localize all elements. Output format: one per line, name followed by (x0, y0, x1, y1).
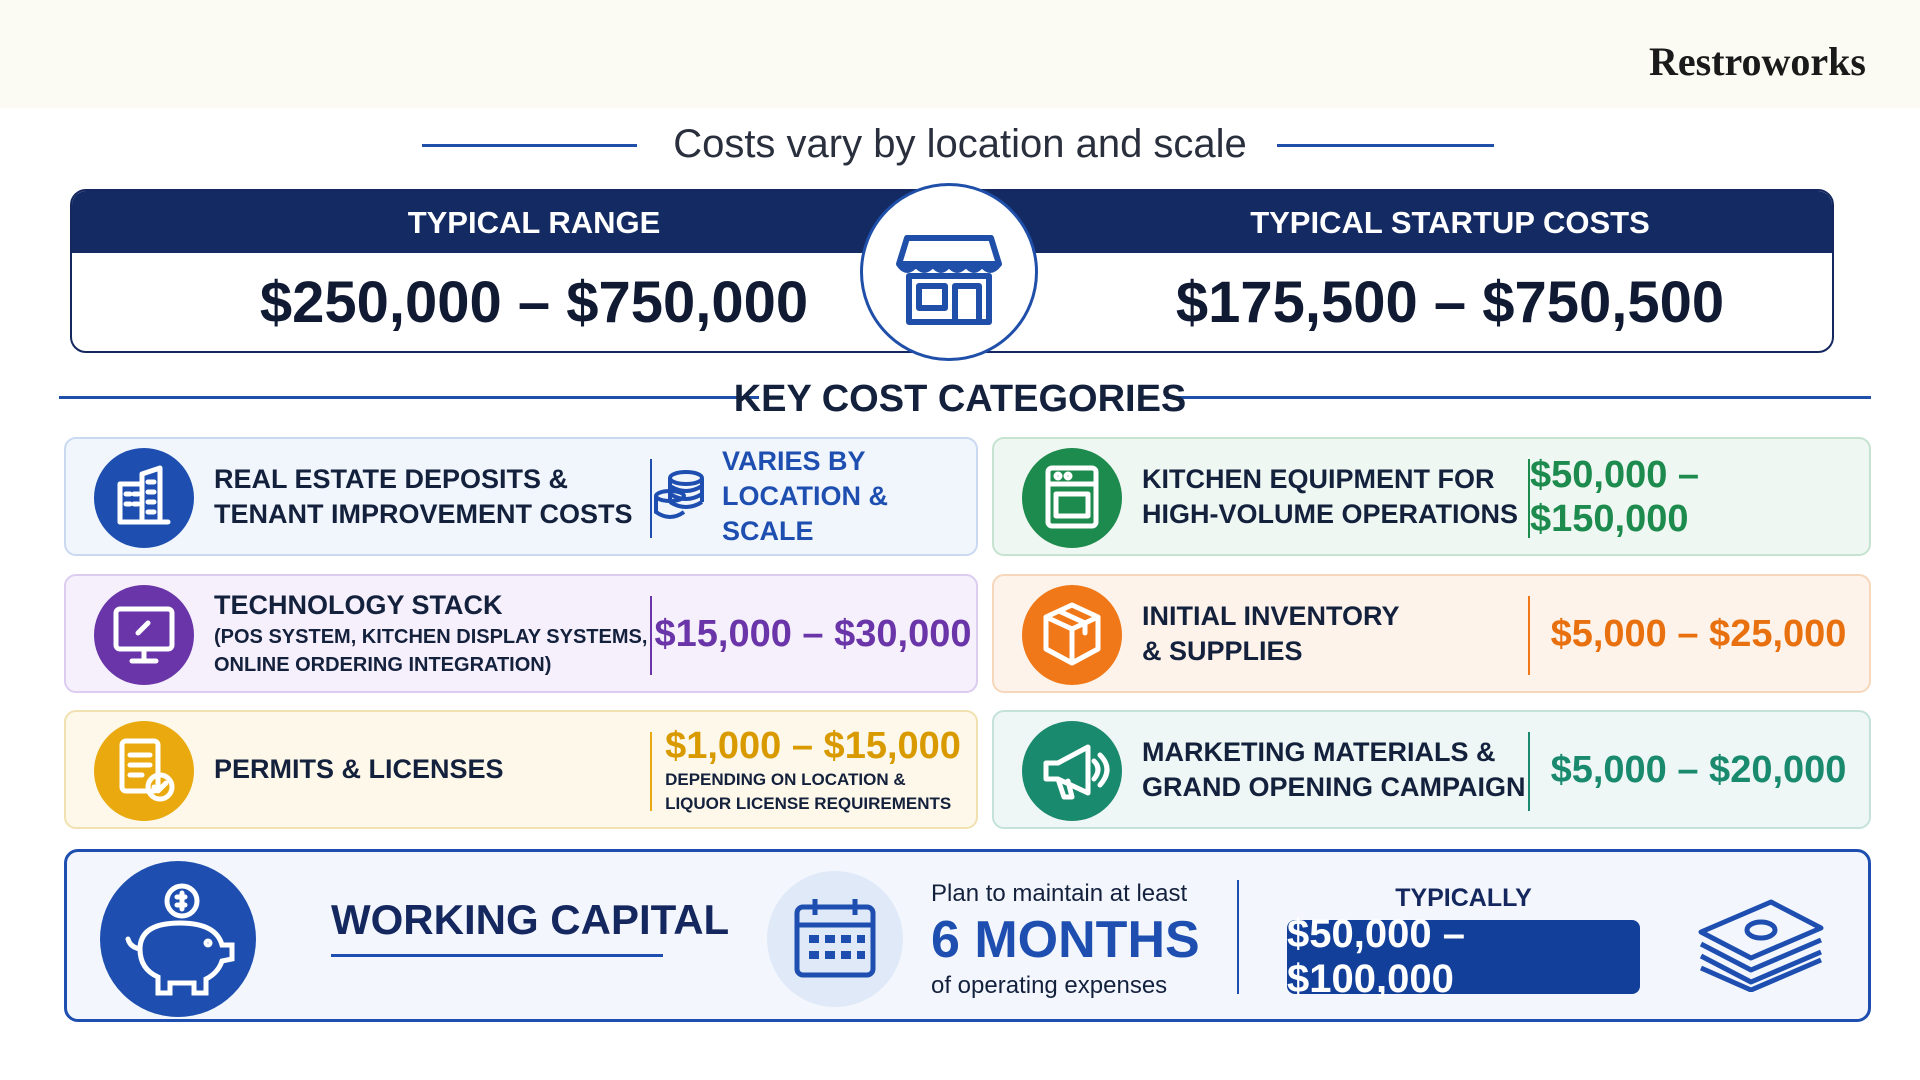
category-text: PERMITS & LICENSES (214, 712, 504, 827)
category-amount: $5,000 – $20,000 (1530, 712, 1867, 827)
wc-duration: 6 MONTHS (931, 911, 1200, 969)
category-graphic (1045, 465, 1099, 529)
cost-card: REAL ESTATE DEPOSITS & TENANT IMPROVEMENT… (64, 437, 978, 556)
category-amount: VARIES BY LOCATION & SCALE (652, 439, 974, 554)
wc-plan-suffix: of operating expenses (931, 972, 1168, 999)
wc-underline (331, 954, 663, 957)
amount-lines: VARIES BY LOCATION & SCALE (722, 444, 974, 549)
amount-lines: $50,000 – $150,000 (1530, 453, 1867, 541)
category-title: HIGH-VOLUME OPERATIONS (1142, 498, 1519, 529)
amount-text: $5,000 – $25,000 (1550, 612, 1847, 655)
piggy-graphic (125, 883, 235, 996)
category-title: TENANT IMPROVEMENT COSTS (214, 498, 633, 529)
wc-title: WORKING CAPITAL (331, 896, 730, 943)
summary-value: $250,000 – $750,000 (259, 270, 809, 335)
card-divider (1528, 732, 1530, 811)
category-title: KITCHEN EQUIPMENT FOR (1142, 463, 1495, 494)
amount-note: DEPENDING ON LOCATION & (665, 769, 906, 789)
cost-card: INITIAL INVENTORY & SUPPLIES $5,000 – $25,… (992, 574, 1871, 693)
amount-lines: $15,000 – $30,000 (655, 612, 972, 656)
category-title: & SUPPLIES (1142, 635, 1303, 666)
cost-card: PERMITS & LICENSES $1,000 – $15,000 DEPEND… (64, 710, 978, 829)
summary-label: TYPICAL RANGE (407, 205, 661, 240)
coins-icon (652, 466, 708, 527)
section-title: KEY COST CATEGORIES (733, 378, 1187, 420)
wc-typical-label: TYPICALLY (1395, 884, 1532, 912)
category-title: GRAND OPENING CAMPAIGN (1142, 771, 1526, 802)
card-divider (650, 732, 652, 811)
category-text: KITCHEN EQUIPMENT FOR HIGH-VOLUME OPERATI… (1142, 439, 1518, 554)
section-rule (59, 396, 759, 399)
title-rule (1277, 144, 1494, 147)
category-title: REAL ESTATE DEPOSITS & (214, 463, 569, 494)
amount-text: $1,000 – $15,000 (665, 724, 961, 767)
category-amount: $15,000 – $30,000 (652, 576, 974, 691)
category-amount: $5,000 – $25,000 (1530, 576, 1867, 691)
category-text: TECHNOLOGY STACK (POS SYSTEM, KITCHEN DIS… (214, 576, 647, 691)
card-divider (650, 596, 652, 675)
category-icon (94, 721, 194, 821)
category-graphic (1043, 602, 1101, 666)
amount-text: $15,000 – $30,000 (654, 612, 972, 655)
working-capital-box: WORKING CAPITAL Plan to maintain at leas… (64, 849, 1871, 1022)
calendar-icon (767, 871, 903, 1007)
summary-value: $175,500 – $750,500 (1175, 270, 1725, 335)
coins-graphic (654, 470, 704, 519)
category-detail: ONLINE ORDERING INTEGRATION) (214, 654, 552, 676)
category-title: INITIAL INVENTORY (1142, 600, 1400, 631)
cost-card: MARKETING MATERIALS & GRAND OPENING CAMPA… (992, 710, 1871, 829)
card-divider (1528, 459, 1530, 538)
section-rule (1166, 396, 1871, 399)
category-text: INITIAL INVENTORY & SUPPLIES (1142, 576, 1400, 691)
category-icon (1022, 585, 1122, 685)
brand-logo: Restroworks (1648, 39, 1866, 84)
amount-lines: $5,000 – $20,000 (1551, 748, 1847, 792)
amount-note: LIQUOR LICENSE REQUIREMENTS (665, 793, 952, 813)
cash-icon (1698, 899, 1824, 992)
category-graphic (113, 606, 175, 664)
category-amount: $50,000 – $150,000 (1530, 439, 1867, 554)
amount-text: VARIES BY (722, 446, 866, 476)
category-detail: (POS SYSTEM, KITCHEN DISPLAY SYSTEMS, (214, 626, 648, 648)
category-graphic (1043, 744, 1110, 800)
card-divider (1528, 596, 1530, 675)
wc-amount: $50,000 – $100,000 (1287, 912, 1640, 1001)
page-title: Costs vary by location and scale (673, 122, 1247, 166)
card-divider (650, 459, 652, 538)
amount-lines: $5,000 – $25,000 (1551, 612, 1847, 656)
category-title: TECHNOLOGY STACK (214, 590, 503, 620)
category-text: MARKETING MATERIALS & GRAND OPENING CAMPA… (1142, 712, 1526, 827)
amount-lines: $1,000 – $15,000 DEPENDING ON LOCATION & L… (665, 724, 961, 816)
amount-text: LOCATION & SCALE (722, 481, 888, 546)
category-title: MARKETING MATERIALS & (1142, 736, 1496, 767)
piggy-icon (100, 861, 256, 1017)
wc-divider (1237, 880, 1239, 994)
summary-label: TYPICAL STARTUP COSTS (1250, 205, 1650, 240)
category-icon (94, 448, 194, 548)
category-text: REAL ESTATE DEPOSITS & TENANT IMPROVEMENT… (214, 439, 633, 554)
category-amount: $1,000 – $15,000 DEPENDING ON LOCATION & L… (652, 712, 974, 827)
category-icon (1022, 448, 1122, 548)
amount-text: $5,000 – $20,000 (1550, 748, 1847, 791)
title-rule (422, 144, 637, 147)
category-graphic (117, 465, 171, 525)
category-title: PERMITS & LICENSES (214, 754, 504, 784)
category-icon (1022, 721, 1122, 821)
category-icon (94, 585, 194, 685)
cost-card: TECHNOLOGY STACK (POS SYSTEM, KITCHEN DIS… (64, 574, 978, 693)
amount-text: $50,000 – $150,000 (1530, 453, 1700, 540)
store-graphic (896, 235, 1002, 325)
store-icon (860, 183, 1038, 361)
top-band (0, 0, 1920, 108)
category-graphic (119, 738, 175, 802)
wc-plan-prefix: Plan to maintain at least (931, 880, 1188, 907)
calendar-graphic (794, 899, 876, 978)
cost-card: KITCHEN EQUIPMENT FOR HIGH-VOLUME OPERATI… (992, 437, 1871, 556)
